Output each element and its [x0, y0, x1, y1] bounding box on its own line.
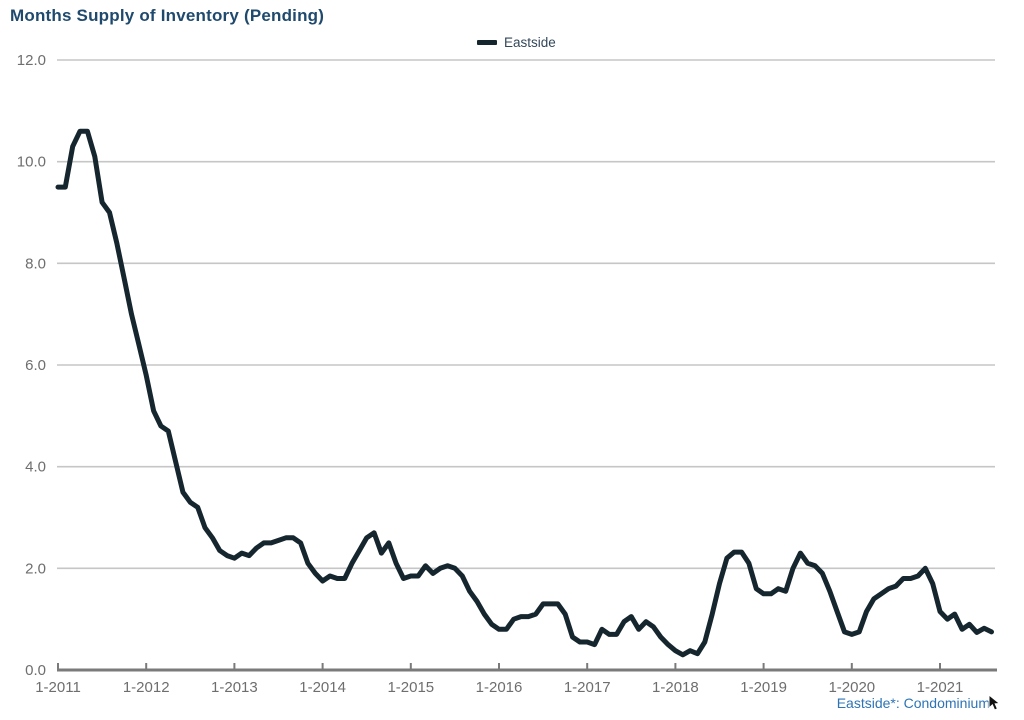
- x-axis-label: 1-2019: [740, 679, 787, 696]
- x-axis-label: 1-2020: [828, 679, 875, 696]
- y-axis-label: 8.0: [25, 255, 46, 272]
- x-axis-label: 1-2012: [123, 679, 170, 696]
- legend-line-swatch-icon: [477, 40, 497, 45]
- footnote-series-type-link[interactable]: Eastside*: Condominium: [836, 695, 990, 711]
- y-axis-label: 2.0: [25, 560, 46, 577]
- y-axis-label: 6.0: [25, 357, 46, 374]
- x-axis-label: 1-2011: [35, 679, 81, 696]
- chart-title: Months Supply of Inventory (Pending): [10, 6, 325, 25]
- x-axis-label: 1-2015: [387, 679, 434, 696]
- x-axis-label: 1-2014: [299, 679, 346, 696]
- x-axis-label: 1-2016: [476, 679, 523, 696]
- y-axis-label: 10.0: [17, 154, 46, 171]
- x-axis-label: 1-2017: [564, 679, 611, 696]
- mouse-cursor-icon: [988, 694, 1001, 711]
- x-axis-label: 1-2018: [652, 679, 699, 696]
- series-line-eastside: [55, 128, 994, 658]
- x-axis-label: 1-2021: [917, 679, 964, 696]
- legend: Eastside: [477, 35, 556, 50]
- legend-series-label: Eastside: [504, 35, 556, 50]
- y-axis-label: 0.0: [25, 662, 46, 679]
- y-axis-label: 12.0: [17, 52, 46, 69]
- x-axis-label: 1-2013: [211, 679, 258, 696]
- y-axis-label: 4.0: [25, 459, 46, 476]
